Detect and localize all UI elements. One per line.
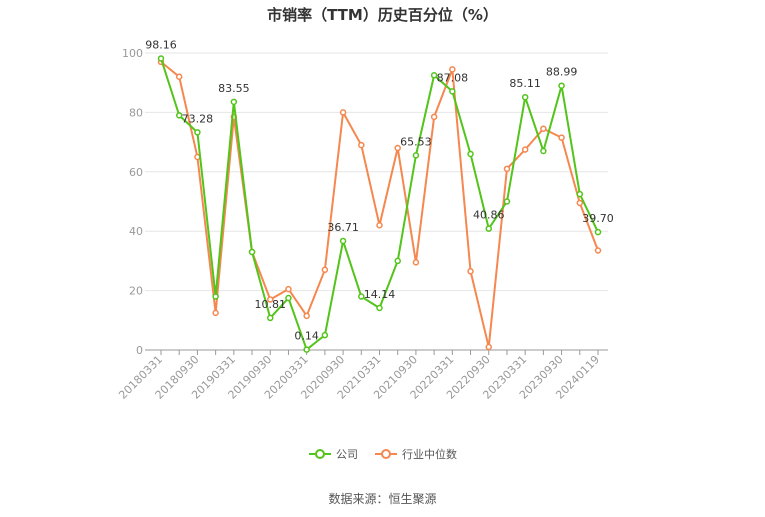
data-label: 10.81	[255, 298, 287, 311]
data-point	[412, 259, 420, 266]
legend-label-industry-median: 行业中位数	[402, 448, 457, 461]
data-label: 65.53	[400, 135, 432, 148]
data-label: 39.70	[582, 212, 614, 225]
data-point	[248, 248, 256, 256]
y-tick-label: 80	[129, 106, 143, 119]
data-label: 36.71	[327, 221, 359, 234]
data-point	[467, 150, 474, 158]
data-point	[303, 312, 310, 320]
data-point	[430, 72, 438, 79]
series-line-1	[160, 61, 599, 349]
data-label-layer: 98.16 73.28 83.55 10.81 0.14 36.71 14.14 65.53 8…	[145, 38, 614, 342]
legend-label-company: 公司	[336, 448, 358, 461]
data-label: 85.11	[509, 77, 541, 90]
data-source-note: 数据来源：恒生聚源	[328, 492, 437, 506]
data-point	[376, 304, 383, 312]
y-tick-label: 40	[129, 225, 143, 238]
data-point	[321, 331, 329, 339]
data-label: 0.14	[294, 330, 319, 343]
data-label: 88.99	[546, 66, 578, 79]
data-point	[594, 247, 602, 254]
legend-item-company[interactable]: 公司	[308, 446, 358, 462]
data-point	[303, 346, 310, 353]
legend: 公司 行业中位数	[0, 446, 765, 462]
data-label: 40.86	[473, 209, 505, 222]
data-point	[394, 257, 401, 265]
data-point	[521, 146, 529, 153]
data-point	[540, 125, 547, 132]
data-label: 83.55	[218, 82, 250, 95]
data-point	[285, 285, 292, 293]
data-point	[449, 88, 456, 95]
data-point	[576, 190, 584, 198]
data-point	[430, 113, 438, 121]
data-point	[576, 199, 584, 207]
y-tick-label: 100	[122, 47, 143, 60]
data-point	[558, 82, 565, 89]
data-label: 98.16	[145, 38, 177, 51]
data-point	[412, 152, 420, 159]
data-point	[175, 73, 183, 81]
data-point	[503, 198, 511, 205]
axis-layer: 0204060801002018033120180930201903312019…	[116, 47, 608, 402]
data-point	[358, 141, 365, 149]
data-point	[449, 66, 456, 73]
data-point	[212, 293, 219, 300]
data-point	[540, 147, 547, 155]
data-point	[175, 112, 183, 119]
data-point	[376, 222, 383, 229]
data-point	[212, 309, 219, 317]
data-point	[503, 165, 511, 173]
data-point	[358, 293, 365, 300]
data-point	[467, 268, 474, 275]
data-label: 87.08	[437, 71, 469, 84]
y-tick-label: 60	[129, 166, 143, 179]
data-label: 14.14	[364, 288, 396, 301]
data-label: 73.28	[182, 112, 214, 125]
data-point	[267, 296, 274, 303]
data-point	[339, 109, 347, 116]
data-point	[285, 294, 292, 302]
y-tick-label: 20	[129, 285, 143, 298]
data-point	[267, 314, 274, 322]
series-layer	[157, 55, 602, 353]
data-point	[157, 55, 165, 62]
data-point	[230, 98, 238, 106]
data-point	[521, 93, 529, 101]
y-tick-label: 0	[136, 344, 143, 357]
data-point	[594, 228, 602, 236]
data-point	[394, 144, 401, 152]
legend-item-industry-median[interactable]: 行业中位数	[374, 446, 457, 462]
data-point	[339, 237, 347, 245]
legend-swatch-company-icon	[309, 449, 331, 459]
data-point	[558, 134, 565, 141]
data-point	[485, 225, 492, 232]
legend-swatch-industry-median-icon	[375, 449, 397, 459]
data-point	[194, 129, 201, 136]
data-point	[321, 266, 329, 274]
data-point	[485, 343, 492, 351]
chart-title: 市销率（TTM）历史百分位（%）	[267, 6, 498, 24]
